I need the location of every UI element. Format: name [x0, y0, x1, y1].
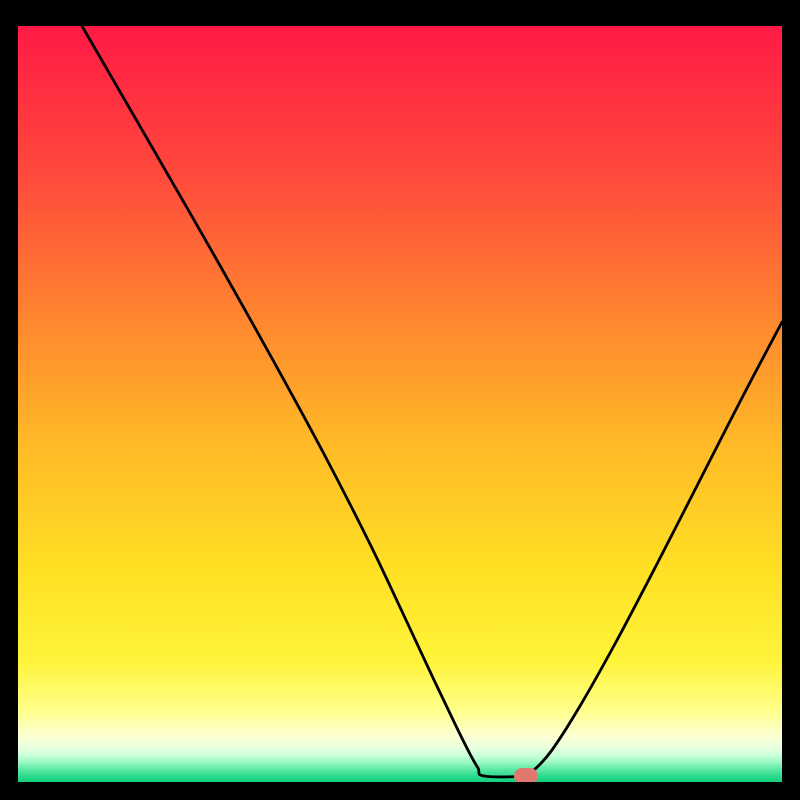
- curve-svg: [18, 26, 782, 782]
- bottleneck-curve: [82, 26, 782, 777]
- chart-canvas: TheBottleneck.com: [0, 0, 800, 800]
- plot-area: [18, 26, 782, 782]
- frame-left: [0, 0, 18, 800]
- frame-right: [782, 0, 800, 800]
- minimum-marker: [514, 768, 538, 782]
- frame-top: [0, 0, 800, 26]
- frame-bottom: [0, 782, 800, 800]
